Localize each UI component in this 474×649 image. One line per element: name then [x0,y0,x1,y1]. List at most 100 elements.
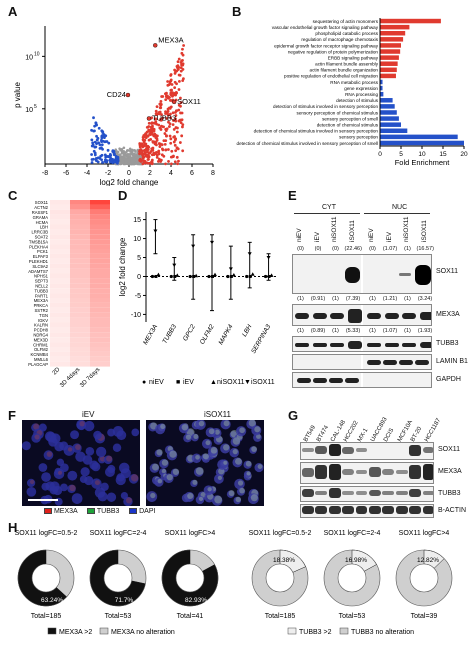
c-cell [50,356,70,362]
a-point [136,152,139,156]
d-point-niev [169,274,173,279]
g-band [382,506,395,514]
a-point-up [167,160,170,163]
b-bar [380,37,404,42]
if-cytoplasm [207,487,212,492]
a-xtick-label: 4 [169,170,173,177]
d-ytick-label: 5 [137,255,141,262]
c-col-label: 3D 4days [59,367,81,389]
if-nucleus [95,446,107,458]
a-point-up [155,122,158,126]
g-band [422,447,433,453]
if-nucleus [46,432,57,443]
if-cytoplasm [237,480,244,486]
g-band [422,490,433,496]
panel-label-f: F [8,408,16,423]
a-point-down [100,153,104,157]
if-nucleus [89,460,99,470]
panel-label-d: D [118,188,128,203]
if-nucleus [70,430,80,440]
h-group-title: SOX11 logFC=0.5-2 [15,530,78,537]
a-point-up [174,149,178,153]
a-point [124,160,128,164]
a-point [120,160,124,164]
g-band [355,506,368,514]
tubb3-swatch [87,508,96,515]
a-point [114,148,118,151]
a-point-up [160,95,164,98]
a-point-up [166,80,170,83]
a-point-up [153,142,157,146]
c-cell [70,263,90,269]
if-cytoplasm [254,426,261,433]
if-nucleus [41,472,51,482]
a-ytick-exp: 10 [34,51,40,57]
if-cytoplasm [160,423,166,429]
g-band [315,464,328,480]
e-quant-value: (0.89) [310,328,326,334]
h-donut-hole [103,563,133,593]
c-cell [70,214,90,220]
g-band [409,444,422,456]
c-cell [90,219,110,225]
g-band [422,464,433,480]
c-cell [90,263,110,269]
c-cell [50,239,70,245]
a-point-up [144,154,148,158]
a-point-up [176,162,179,166]
a-point-down [90,153,93,156]
e-quant-value: (1) [369,296,376,302]
a-point-up [171,123,175,127]
c-cell [90,356,110,362]
a-point-up [147,155,151,159]
g-band [369,489,381,497]
if-cytoplasm [195,454,200,460]
b-xlabel: Fold Enrichment [395,158,451,167]
a-point-up [154,120,158,124]
a-point-up [170,149,174,153]
d-legend-label: iSOX11 [251,379,275,386]
b-category-label: sensory perception of chemical stimulus [297,110,379,115]
c-row-label: NPHS1 [34,274,49,279]
d-category-label: MAPK4 [218,323,235,346]
c-cell [90,298,110,303]
g-lane-label: BT-20 [410,426,424,443]
d-point-nisox11 [250,272,255,276]
c-cell [50,332,70,338]
a-point-down [97,126,101,130]
row-label-tubb3: TUBB3 [436,340,459,347]
a-point-up [164,162,167,166]
c-cell [50,258,70,264]
b-bar [380,128,408,134]
b-bar [380,79,383,85]
h-group-title: SOX11 logFC>4 [165,530,216,537]
c-cell [90,209,110,215]
e-quant-value: (0.91) [310,296,326,302]
a-point-down [100,143,104,147]
a-point-down [105,159,109,162]
a-point-up [182,44,185,47]
h-donut-hole [31,563,61,593]
d-category-label: LBH [241,323,254,338]
c-cell [90,214,110,220]
g-band [355,469,368,475]
if-nucleus [38,463,48,472]
a-point-up [164,98,168,102]
if-cytoplasm [161,459,169,466]
a-point-up [154,112,158,116]
if-cytoplasm [29,479,35,485]
if-legend-tubb3: TUBB3 [96,508,120,515]
c-cell [90,307,110,313]
a-point-down [92,116,95,120]
d-point-iev [229,274,233,278]
a-point-up [177,88,181,91]
b-bar [380,24,410,30]
c-col-label: 2D [52,366,62,376]
e-lane-label: iEV [313,231,321,242]
if-label-isox11: iSOX11 [204,410,231,419]
a-ytick-exp: 5 [34,104,37,110]
if-cytoplasm [250,494,258,502]
if-nucleus [49,485,59,495]
c-cell [50,273,70,279]
a-point-down [101,161,104,164]
